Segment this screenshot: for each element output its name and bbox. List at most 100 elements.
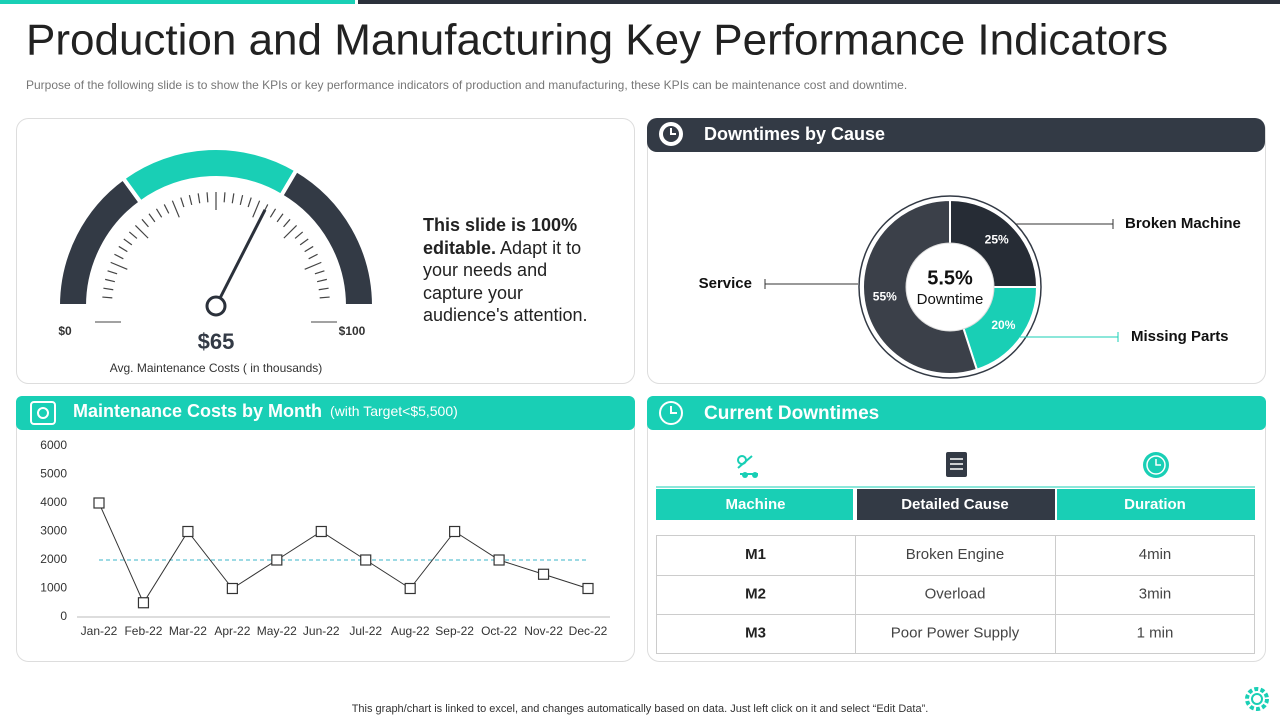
table-icons xyxy=(737,452,1169,478)
icon xyxy=(659,401,683,425)
x-tick-label: Jun-22 xyxy=(303,624,340,638)
data-point xyxy=(137,597,150,609)
title: Production and Manufacturing Key Perform… xyxy=(26,16,1168,65)
footer: This graph/chart is linked to excel, and… xyxy=(352,703,929,715)
icon xyxy=(37,407,49,419)
icon xyxy=(670,128,676,135)
data-point xyxy=(93,497,105,509)
gauge-scale xyxy=(118,245,128,253)
x-tick-label: May-22 xyxy=(257,624,297,638)
center-label: Downtime xyxy=(917,291,984,308)
x-tick-label: Dec-22 xyxy=(569,624,608,638)
x-tick-label: Jul-22 xyxy=(349,624,382,638)
table-header-cell xyxy=(1057,489,1255,520)
gauge-scale xyxy=(148,213,156,223)
gauge-scale xyxy=(283,224,298,239)
gauge-scale xyxy=(128,231,138,239)
gauge-scale xyxy=(294,231,304,239)
table-cell: 4min xyxy=(1139,546,1172,563)
data-point xyxy=(315,525,327,538)
data-point xyxy=(404,582,416,595)
table-cell: M3 xyxy=(745,624,766,641)
gauge-tick-label: $100 xyxy=(339,324,366,338)
gauge-scale xyxy=(269,208,277,218)
y-tick-label: 6000 xyxy=(40,438,67,452)
data-point xyxy=(226,582,238,595)
gauge-scale xyxy=(316,278,327,283)
data-point xyxy=(182,525,194,538)
gauge-scale xyxy=(304,245,314,253)
gauge-scale xyxy=(110,261,128,270)
table-border xyxy=(656,535,1255,654)
legend-label: Service xyxy=(699,275,752,292)
y-tick-label: 3000 xyxy=(40,524,67,538)
gauge-scale xyxy=(314,270,325,275)
gauge-scale xyxy=(134,224,149,239)
gauge-scale xyxy=(188,195,193,206)
data-point xyxy=(537,568,550,580)
gauge-scale xyxy=(319,296,330,299)
gauge-scale xyxy=(299,238,309,246)
gauge-scale xyxy=(247,197,252,208)
gauge-scale xyxy=(223,192,226,203)
x-tick-label: Nov-22 xyxy=(524,624,563,638)
pie-ring xyxy=(858,195,1042,379)
gauge-scale xyxy=(163,204,170,214)
icon xyxy=(1146,455,1166,475)
y-tick-label: 1000 xyxy=(40,581,67,595)
gauge-scale xyxy=(155,208,163,218)
gauge-scale xyxy=(304,261,322,270)
note: This slide is 100% editable. Adapt it to… xyxy=(423,214,608,327)
x-tick-label: Apr-22 xyxy=(214,624,250,638)
table-header-text: Detailed Cause xyxy=(901,496,1009,513)
data-point xyxy=(360,554,372,566)
gauge-scale xyxy=(252,200,261,218)
panel-subtitle: (with Target<$5,500) xyxy=(330,403,458,419)
gauge-scale xyxy=(318,287,329,291)
note-text: Adapt it to your needs and capture your … xyxy=(423,237,588,326)
panel-title: Current Downtimes xyxy=(704,403,879,424)
pie-value-label: 20% xyxy=(991,318,1015,332)
gauge-scale xyxy=(102,296,113,299)
gauge-scale xyxy=(308,253,318,260)
icon xyxy=(670,406,677,414)
series-line xyxy=(98,502,589,604)
gauge-band xyxy=(278,167,377,308)
gauge-scale xyxy=(283,218,291,228)
panel-header xyxy=(647,396,1266,430)
panel-header xyxy=(647,118,1265,152)
data-point xyxy=(449,525,461,538)
gauge-scale xyxy=(103,287,114,291)
panel-header xyxy=(16,396,635,430)
data-point xyxy=(493,554,505,566)
table-cell: 1 min xyxy=(1137,624,1174,641)
pie-value-label: 25% xyxy=(985,233,1009,247)
data-point xyxy=(582,582,594,595)
icon xyxy=(950,458,963,470)
data-point xyxy=(271,554,283,566)
legend-label: Broken Machine xyxy=(1125,215,1241,232)
top-bar xyxy=(0,0,355,4)
y-tick-label: 4000 xyxy=(40,495,67,509)
gauge-scale xyxy=(231,193,235,204)
x-tick-label: Sep-22 xyxy=(435,624,474,638)
panel-title: Maintenance Costs by Month xyxy=(73,401,322,421)
note-bold: This slide is 100% editable. xyxy=(423,215,578,258)
y-tick-label: 0 xyxy=(60,609,67,623)
panel-title: Maintenance Costs by Month (with Target<$… xyxy=(73,401,458,421)
gauge-value: $65 xyxy=(198,329,235,354)
gear-icon xyxy=(1251,693,1263,705)
table-cell: Overload xyxy=(925,585,986,602)
table-cell: Broken Engine xyxy=(906,546,1004,563)
icon xyxy=(30,401,56,425)
gauge-scale xyxy=(114,253,124,260)
gauge-needle xyxy=(214,209,267,307)
panel xyxy=(647,396,1266,662)
x-tick-label: Jan-22 xyxy=(81,624,118,638)
legend-label: Missing Parts xyxy=(1131,328,1229,345)
gauge-tick-label: $0 xyxy=(58,324,72,338)
gauge-scale xyxy=(105,278,116,283)
gauge-scale xyxy=(180,197,185,208)
gauge-caption: Avg. Maintenance Costs ( in thousands) xyxy=(110,361,323,375)
pie-value-label: 55% xyxy=(873,289,897,303)
